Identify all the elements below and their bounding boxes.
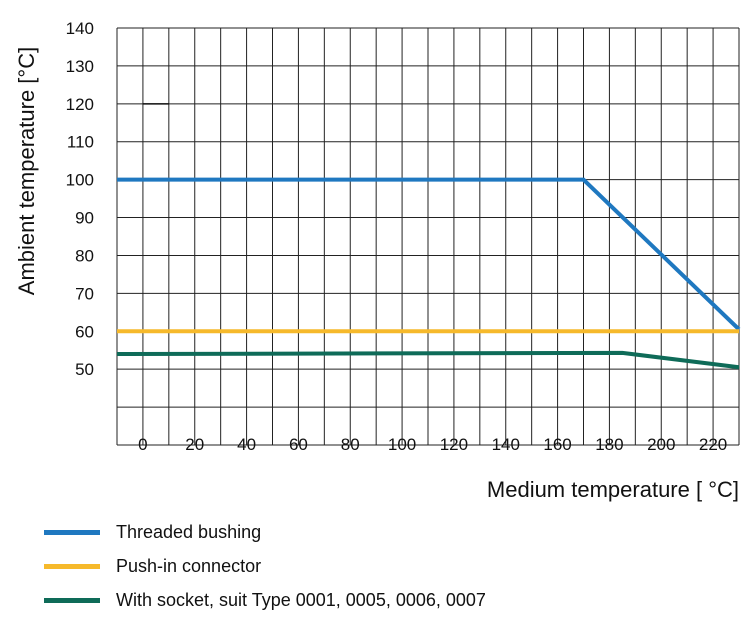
x-tick-label: 220: [699, 435, 727, 454]
x-axis-title: Medium temperature [ °C]: [487, 477, 739, 502]
x-tick-label: 140: [492, 435, 520, 454]
legend-swatch: [44, 529, 100, 535]
x-tick-label: 160: [543, 435, 571, 454]
y-tick-label: 140: [66, 19, 94, 38]
legend-label: With socket, suit Type 0001, 0005, 0006,…: [116, 589, 486, 610]
y-tick-label: 80: [75, 246, 94, 265]
x-tick-label: 120: [440, 435, 468, 454]
y-tick-label: 70: [75, 284, 94, 303]
line-chart: 50 60 70 80 90 100 110 120 130 140 0 20 40 60 80 100 12…: [14, 19, 741, 502]
y-tick-label: 110: [67, 133, 94, 152]
series-line-1: [117, 177, 741, 331]
x-tick-label: 180: [595, 435, 623, 454]
legend-item: Threaded bushing: [44, 515, 486, 549]
y-tick-label: 90: [75, 209, 94, 228]
y-tick-labels: 50 60 70 80 90 100 110 120 130 140: [66, 19, 94, 379]
x-tick-label: 60: [289, 435, 308, 454]
x-tick-label: 200: [647, 435, 675, 454]
x-tick-label: 80: [341, 435, 360, 454]
x-tick-label: 100: [388, 435, 416, 454]
legend-label: Push-in connector: [116, 555, 262, 576]
x-tick-label: 0: [138, 435, 147, 454]
y-tick-label: 100: [66, 171, 94, 190]
y-tick-label: 130: [66, 57, 94, 76]
x-tick-label: 20: [185, 435, 204, 454]
legend-item: Push-in connector: [44, 549, 486, 583]
y-axis-title: Ambient temperature [°C]: [14, 47, 39, 295]
legend-item: With socket, suit Type 0001, 0005, 0006,…: [44, 583, 486, 617]
grid: [116, 27, 740, 446]
y-tick-label: 50: [75, 360, 94, 379]
x-tick-labels: 0 20 40 60 80 100 120 140 160 180 200 220: [138, 435, 727, 454]
legend-swatch: [44, 597, 100, 603]
legend-swatch: [44, 563, 100, 569]
x-tick-label: 40: [237, 435, 256, 454]
legend-label: Threaded bushing: [116, 521, 262, 542]
series-lines: [116, 177, 741, 370]
legend: Threaded bushing Push-in connector With so…: [44, 515, 486, 617]
y-tick-label: 120: [66, 95, 94, 114]
series-line-3: [116, 350, 740, 370]
y-tick-label: 60: [75, 322, 94, 341]
